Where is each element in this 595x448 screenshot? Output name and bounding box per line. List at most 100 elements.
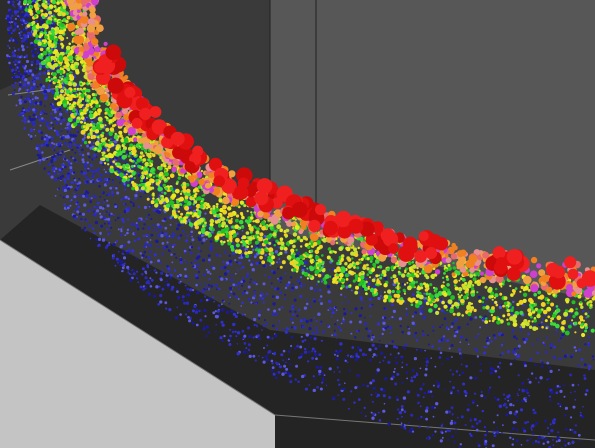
particle-small: [557, 403, 559, 405]
particle-small: [51, 136, 53, 138]
particle-small: [452, 373, 454, 375]
particle-small: [279, 261, 281, 263]
particle-small: [421, 305, 423, 307]
particle-small: [402, 424, 404, 426]
particle-small: [151, 234, 154, 237]
particle-medium: [435, 311, 439, 315]
particle-small: [210, 285, 213, 288]
particle-small: [136, 222, 138, 224]
particle-small: [497, 366, 499, 368]
particle-small: [39, 78, 41, 80]
particle-small: [383, 389, 386, 392]
particle-small: [232, 323, 235, 326]
particle-small: [120, 199, 122, 201]
particle-small: [301, 336, 303, 338]
particle-small: [55, 195, 57, 197]
particle-small: [503, 343, 505, 345]
particle-small: [191, 246, 193, 248]
particle-small: [512, 427, 515, 430]
particle-small: [522, 389, 525, 392]
particle-small: [561, 333, 564, 336]
particle-small: [484, 426, 486, 428]
particle-small: [420, 368, 422, 370]
particle-small: [364, 407, 366, 409]
particle-small: [203, 309, 206, 312]
particle-small: [261, 291, 263, 293]
particle-small: [39, 65, 42, 68]
particle-small: [422, 333, 425, 336]
particle-small: [285, 368, 288, 371]
particle-small: [204, 213, 206, 215]
particle-small: [569, 374, 572, 377]
particle-small: [389, 318, 391, 320]
particle-small: [340, 294, 342, 296]
particle-small: [179, 258, 182, 261]
particle-small: [189, 288, 192, 291]
particle-small: [391, 303, 394, 306]
particle-small: [32, 108, 35, 111]
particle-small: [102, 238, 105, 241]
particle-small: [66, 128, 68, 130]
particle-small: [408, 422, 410, 424]
particle-small: [315, 357, 318, 360]
particle-small: [336, 358, 339, 361]
particle-small: [243, 335, 246, 338]
particle-small: [350, 390, 352, 392]
particle-small: [9, 47, 11, 49]
particle-small: [76, 129, 78, 131]
particle-medium: [446, 278, 449, 281]
particle-small: [240, 235, 242, 237]
particle-small: [309, 328, 311, 330]
particle-small: [119, 264, 122, 267]
particle-small: [116, 192, 119, 195]
particle-small: [176, 210, 178, 212]
particle-small: [24, 70, 26, 72]
particle-small: [334, 371, 336, 373]
particle-small: [593, 359, 595, 361]
particle-medium: [328, 248, 331, 251]
particle-small: [345, 360, 347, 362]
particle-medium: [361, 258, 364, 261]
particle-small: [458, 348, 461, 351]
particle-small: [437, 382, 440, 385]
particle-medium: [74, 88, 76, 90]
particle-small: [459, 374, 461, 376]
particle-small: [38, 46, 40, 48]
particle-small: [341, 302, 343, 304]
particle-small: [32, 55, 35, 58]
particle-small: [11, 15, 14, 18]
particle-small: [550, 370, 553, 373]
particle-small: [266, 345, 268, 347]
particle-small: [385, 345, 388, 348]
particle-small: [184, 259, 186, 261]
particle-small: [39, 159, 42, 162]
particle-small: [572, 354, 574, 356]
particle-small: [37, 115, 40, 118]
particle-small: [80, 173, 82, 175]
particle-small: [59, 113, 62, 116]
particle-small: [23, 20, 25, 22]
particle-small: [61, 175, 64, 178]
particle-small: [21, 36, 23, 38]
particle-medium: [88, 83, 90, 85]
particle-small: [10, 38, 13, 41]
particle-small: [12, 72, 14, 74]
particle-small: [70, 162, 72, 164]
particle-small: [182, 230, 184, 232]
particle-small: [53, 127, 55, 129]
particle-small: [249, 355, 252, 358]
particle-medium: [140, 179, 143, 182]
particle-medium: [523, 299, 527, 303]
particle-medium: [485, 286, 488, 289]
particle-small: [332, 311, 335, 314]
particle-small: [489, 362, 491, 364]
particle-small: [35, 135, 37, 137]
particle-small: [107, 181, 110, 184]
particle-small: [241, 285, 243, 287]
particle-small: [168, 308, 171, 311]
particle-medium: [45, 1, 48, 4]
particle-small: [524, 364, 527, 367]
particle-small: [31, 50, 34, 53]
particle-medium: [282, 260, 285, 263]
particle-small: [244, 314, 246, 316]
